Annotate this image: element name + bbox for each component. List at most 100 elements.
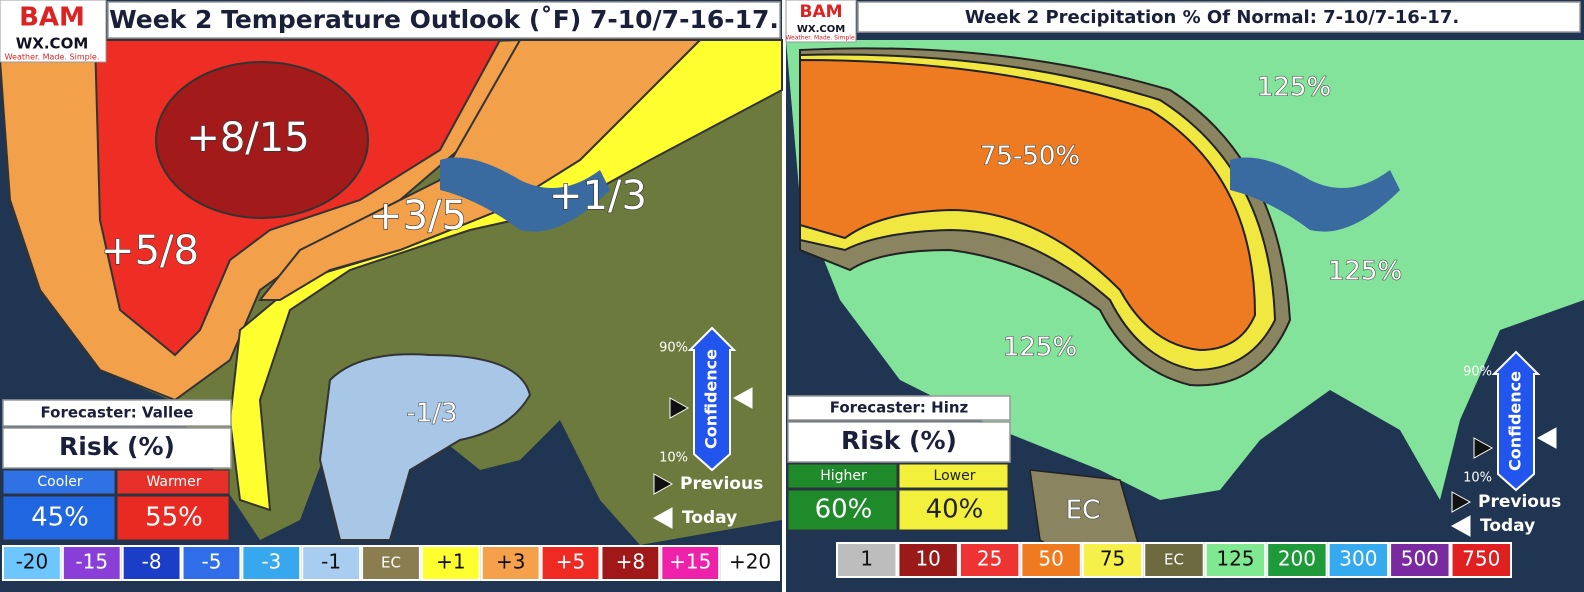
legend-swatch: [420, 545, 481, 581]
legend-swatch: [1266, 542, 1328, 578]
title-box: [857, 1, 1581, 33]
legend-label: 300: [1339, 547, 1377, 571]
risk-value: 40%: [926, 495, 984, 525]
confidence-label: Confidence: [702, 349, 721, 449]
marker-today: Today: [1480, 516, 1535, 536]
legend-label: -5: [201, 550, 221, 574]
region-label: +8/15: [186, 115, 309, 161]
region-label: +3/5: [369, 193, 467, 239]
logo-tagline: Weather. Made. Simple.: [785, 35, 856, 42]
legend-label: +15: [669, 550, 711, 574]
region-label: +5/8: [101, 228, 199, 274]
precipitation-map: [786, 0, 1584, 592]
risk-value: 45%: [31, 503, 89, 533]
logo-box: [785, 0, 857, 43]
risk-value: 55%: [145, 503, 203, 533]
legend-swatch: [61, 545, 122, 581]
marker-triangle: [1451, 491, 1472, 513]
legend-swatch: [600, 545, 661, 581]
legend-swatch: [720, 545, 781, 581]
confidence-high: 90%: [659, 341, 688, 356]
legend-swatch: [958, 542, 1021, 578]
title: Week 2 Temperature Outlook (˚F) 7-10/7-1…: [109, 5, 779, 34]
legend-swatch: [836, 542, 898, 578]
legend-label: -1: [321, 550, 341, 574]
region-label: 125%: [1003, 333, 1077, 363]
marker-triangle: [1536, 427, 1557, 449]
risk-header: [116, 469, 230, 495]
legend-swatch: [241, 545, 302, 581]
region-label: EC: [1066, 496, 1101, 526]
marker-triangle: [732, 387, 753, 409]
risk-label: Cooler: [37, 474, 82, 490]
legend-swatch: [660, 545, 721, 581]
legend-swatch: [480, 545, 541, 581]
legend-swatch: [1204, 542, 1267, 578]
legend-label: +3: [496, 550, 525, 574]
legend-swatch: [1389, 542, 1451, 578]
legend-label: 25: [977, 547, 1002, 571]
legend-label: 750: [1462, 547, 1500, 571]
region-label: +1/3: [549, 173, 647, 219]
legend-swatch: [121, 545, 182, 581]
legend-label: 1: [860, 547, 873, 571]
legend-swatch: [1081, 542, 1144, 578]
confidence-high: 90%: [1463, 365, 1492, 380]
forecaster-box: [787, 395, 1011, 421]
risk-title: Risk (%): [841, 426, 957, 455]
legend-swatch: [361, 545, 421, 581]
confidence-arrow: [1491, 350, 1541, 492]
marker-previous: Previous: [1478, 492, 1561, 512]
region-label: -1/3: [406, 399, 457, 429]
marker-triangle: [1473, 437, 1494, 459]
marker-previous: Previous: [680, 474, 763, 494]
risk-box: [2, 427, 232, 469]
legend-swatch: [181, 545, 242, 581]
logo-site: WX.COM: [797, 24, 845, 35]
legend-label: EC: [381, 554, 401, 572]
logo-brand: BAM: [799, 2, 842, 22]
region-label: 125%: [1257, 73, 1331, 103]
risk-label: Warmer: [146, 474, 201, 490]
risk-box: [787, 421, 1011, 463]
logo-tagline: Weather. Made. Simple.: [5, 53, 100, 62]
legend-label: -20: [16, 550, 49, 574]
risk-value-box: [116, 495, 230, 541]
legend-swatch: [1450, 542, 1512, 578]
logo-site: WX.COM: [16, 35, 89, 53]
legend-swatch: [1020, 542, 1082, 578]
risk-header: [2, 469, 116, 495]
legend-swatch: [2, 545, 62, 581]
risk-header: [898, 463, 1009, 489]
title-box: [107, 1, 781, 39]
forecaster: Forecaster: Vallee: [41, 404, 194, 422]
logo-box: [0, 0, 107, 63]
risk-header: [787, 463, 898, 489]
risk-label: Higher: [820, 468, 867, 484]
legend-swatch: [1327, 542, 1390, 578]
legend-swatch: [540, 545, 601, 581]
legend-swatch: [301, 545, 362, 581]
risk-value-box: [787, 489, 898, 531]
legend-label: EC: [1164, 551, 1184, 569]
legend-label: +20: [729, 550, 771, 574]
legend-label: 200: [1278, 547, 1316, 571]
forecaster: Forecaster: Hinz: [830, 399, 969, 417]
legend-label: -8: [142, 550, 162, 574]
risk-label: Lower: [934, 468, 976, 484]
legend-label: 125: [1216, 547, 1254, 571]
marker-triangle: [1450, 515, 1471, 537]
risk-value-box: [898, 489, 1009, 531]
legend-label: 500: [1401, 547, 1439, 571]
risk-value-box: [2, 495, 116, 541]
legend-label: +1: [436, 550, 465, 574]
legend-label: +8: [616, 550, 645, 574]
title: Week 2 Precipitation % Of Normal: 7-10/7…: [965, 7, 1459, 28]
confidence-arrow: [687, 326, 737, 472]
marker-triangle: [653, 473, 674, 495]
legend-label: 10: [915, 547, 940, 571]
region-label: 125%: [1328, 257, 1402, 287]
legend-swatch: [1143, 542, 1205, 578]
marker-today: Today: [682, 508, 737, 528]
